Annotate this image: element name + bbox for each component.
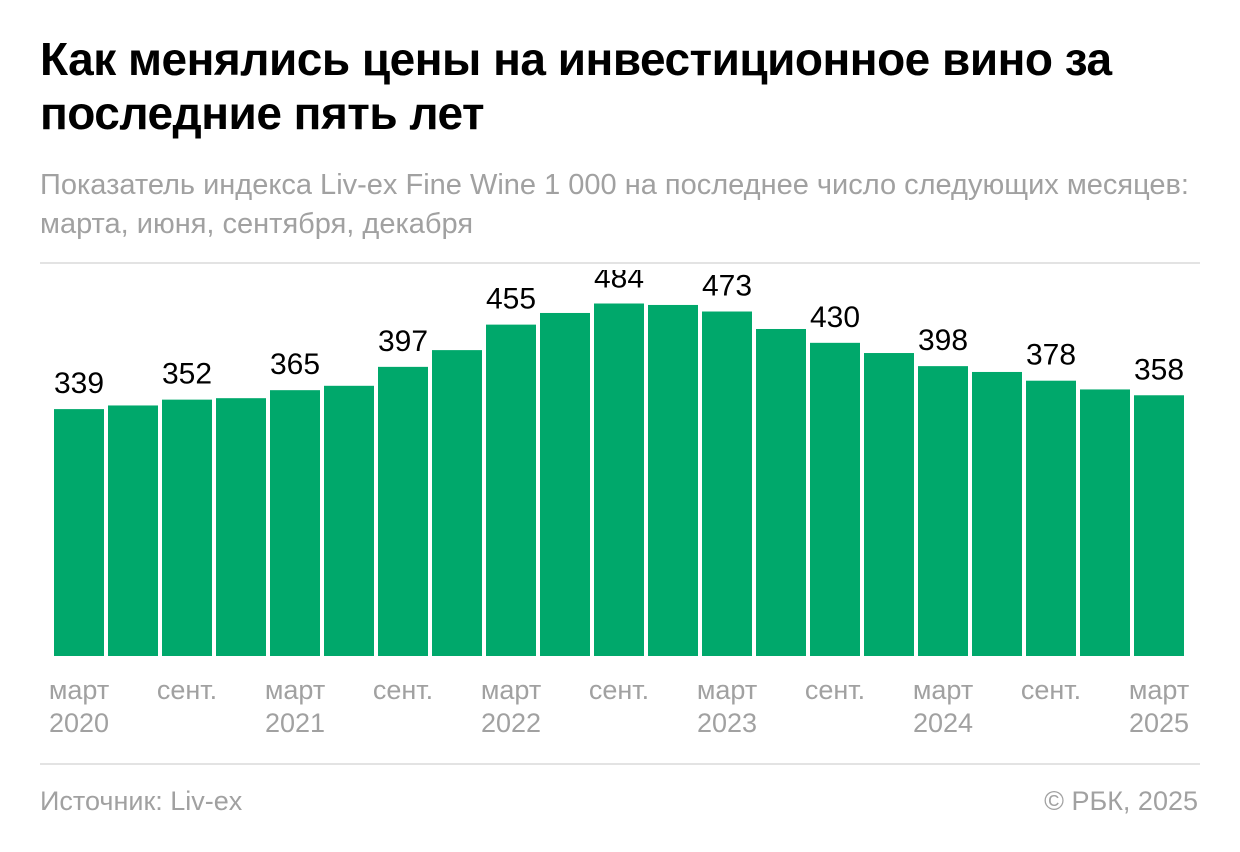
x-tick-label-12-0: март [697,675,757,705]
bar-10 [594,303,644,656]
x-tick-label-20-0: март [1129,675,1189,705]
x-tick-label-8-1: 2022 [481,708,541,738]
bottom-divider [40,763,1200,765]
x-tick-label-4-0: март [265,675,325,705]
x-tick-label-16-1: 2024 [913,708,973,738]
x-tick-label-6-0: сент. [373,675,433,705]
value-label-0: 339 [54,367,104,400]
chart-subtitle: Показатель индекса Liv-ex Fine Wine 1 00… [40,169,1189,240]
bar-12 [702,311,752,656]
top-divider [40,262,1200,264]
bar-7 [432,350,482,656]
value-label-6: 397 [378,325,428,358]
bar-5 [324,385,374,656]
bar-0 [54,409,104,656]
x-tick-label-4-1: 2021 [265,708,325,738]
bar-3 [216,398,266,656]
x-tick-label-0-1: 2020 [49,708,109,738]
x-tick-label-14-0: сент. [805,675,865,705]
bar-14 [810,342,860,656]
x-tick-label-20-1: 2025 [1129,708,1189,738]
value-label-12: 473 [702,270,752,303]
copyright-note: © РБК, 2025 [1044,786,1198,816]
x-tick-label-16-0: март [913,675,973,705]
bar-18 [1026,380,1076,656]
value-label-16: 398 [918,324,968,357]
bar-6 [378,366,428,656]
bar-4 [270,390,320,656]
x-tick-label-10-0: сент. [589,675,649,705]
bar-20 [1134,395,1184,656]
value-label-10: 484 [594,270,644,295]
x-tick-label-18-0: сент. [1021,675,1081,705]
x-tick-label-12-1: 2023 [697,708,757,738]
bar-17 [972,371,1022,656]
bar-1 [108,405,158,656]
value-label-8: 455 [486,283,536,316]
x-tick-label-2-0: сент. [157,675,217,705]
bar-8 [486,324,536,656]
value-label-4: 365 [270,348,320,381]
bar-9 [540,312,590,656]
value-label-20: 358 [1134,353,1184,386]
x-tick-label-0-0: март [49,675,109,705]
chart-title: Как менялись цены на инвестиционное вино… [40,33,1112,139]
bar-11 [648,304,698,656]
value-label-2: 352 [162,358,212,391]
bar-19 [1080,389,1130,656]
bar-15 [864,353,914,656]
x-tick-label-8-0: март [481,675,541,705]
bar-13 [756,328,806,656]
bar-16 [918,366,968,656]
bar-2 [162,399,212,656]
value-label-14: 430 [810,301,860,334]
source-note: Источник: Liv-ex [40,786,243,816]
value-label-18: 378 [1026,339,1076,372]
